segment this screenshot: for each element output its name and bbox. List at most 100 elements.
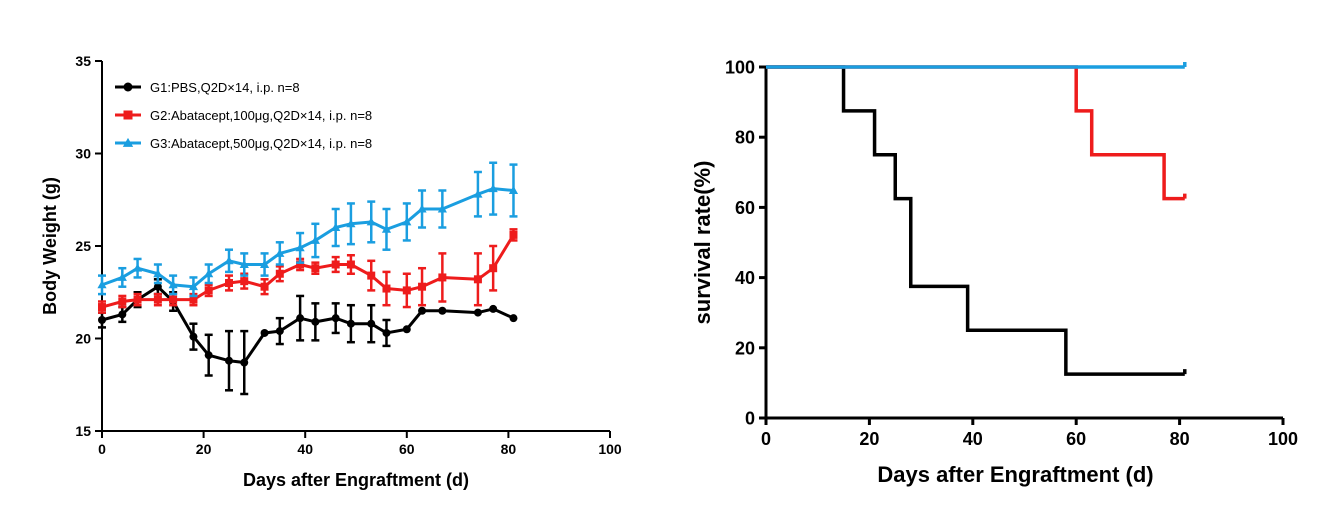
data-point-triangle xyxy=(437,204,447,213)
data-point-square xyxy=(367,271,376,280)
data-point-square xyxy=(225,279,233,287)
data-point-circle xyxy=(331,314,340,323)
data-point-square xyxy=(260,282,269,291)
x-tick-label: 0 xyxy=(98,441,106,457)
data-point-triangle xyxy=(97,280,107,289)
data-point-square xyxy=(473,275,482,284)
data-point-triangle xyxy=(346,219,356,228)
data-point-square xyxy=(123,110,133,120)
x-tick-label: 0 xyxy=(761,429,771,449)
data-point-square xyxy=(275,269,284,278)
y-axis-label: Body Weight (g) xyxy=(40,177,60,315)
data-point-square xyxy=(438,273,447,282)
data-point-triangle xyxy=(508,185,519,194)
x-tick-label: 20 xyxy=(196,441,212,457)
y-tick-label: 40 xyxy=(735,268,755,288)
survival-step-line xyxy=(766,65,1185,201)
data-point-circle xyxy=(438,306,447,315)
data-point-triangle xyxy=(188,282,199,291)
data-point-square xyxy=(169,295,178,304)
data-point-triangle xyxy=(488,184,498,193)
x-tick-label: 60 xyxy=(1066,429,1086,449)
data-point-square xyxy=(489,264,498,273)
x-axis-label: Days after Engraftment (d) xyxy=(243,470,469,490)
data-point-square xyxy=(509,230,518,239)
y-tick-label: 30 xyxy=(75,146,91,162)
data-point-triangle xyxy=(122,137,134,147)
data-point-circle xyxy=(123,82,133,92)
y-tick-label: 80 xyxy=(735,128,755,148)
y-tick-label: 15 xyxy=(75,423,91,439)
data-point-circle xyxy=(204,351,213,360)
data-point-circle xyxy=(296,314,305,323)
y-tick-label: 20 xyxy=(735,338,755,358)
data-point-triangle xyxy=(295,243,305,252)
data-point-square xyxy=(189,295,198,304)
data-point-circle xyxy=(311,317,320,326)
legend-label: G2:Abatacept,100μg,Q2D×14, i.p. n=8 xyxy=(150,108,372,123)
data-point-triangle xyxy=(204,269,214,278)
data-point-square xyxy=(98,303,106,312)
data-point-circle xyxy=(240,358,249,367)
data-point-square xyxy=(331,260,340,269)
legend-label: G3:Abatacept,500μg,Q2D×14, i.p. n=8 xyxy=(150,136,372,151)
x-tick-label: 100 xyxy=(1268,429,1298,449)
y-tick-label: 60 xyxy=(735,198,755,218)
data-point-triangle xyxy=(239,259,249,268)
x-tick-label: 20 xyxy=(859,429,879,449)
data-point-triangle xyxy=(117,272,127,281)
data-point-circle xyxy=(153,282,162,291)
data-point-circle xyxy=(418,306,427,315)
data-point-square xyxy=(346,260,355,269)
y-tick-label: 25 xyxy=(75,238,91,254)
data-point-square xyxy=(418,282,427,291)
survival-chart: 0 20 40 60 80 100 0 20 40 60 80 100 Days after Engra… xyxy=(690,57,1298,487)
data-point-circle xyxy=(489,304,498,313)
data-point-triangle xyxy=(310,235,320,244)
data-point-square xyxy=(118,297,127,306)
x-tick-label: 100 xyxy=(598,441,622,457)
series-line xyxy=(101,187,514,289)
x-tick-label: 40 xyxy=(963,429,983,449)
survival-step-line xyxy=(766,65,1185,376)
data-point-square xyxy=(240,277,249,286)
y-tick-label: 20 xyxy=(75,331,91,347)
data-point-triangle xyxy=(275,248,285,257)
data-point-circle xyxy=(473,308,482,317)
legend-label: G1:PBS,Q2D×14, i.p. n=8 xyxy=(150,80,300,95)
data-point-square xyxy=(382,284,391,293)
data-point-circle xyxy=(118,310,127,319)
data-point-triangle xyxy=(417,204,427,213)
data-point-circle xyxy=(275,327,284,336)
data-point-circle xyxy=(367,319,376,328)
data-point-triangle xyxy=(331,222,341,231)
body-weight-chart: 0 20 40 60 80 100 15 20 25 30 35 Days after Engraft… xyxy=(40,53,622,490)
data-point-circle xyxy=(225,356,233,365)
data-point-triangle xyxy=(402,217,412,226)
data-point-triangle xyxy=(168,280,178,289)
data-point-triangle xyxy=(153,269,163,278)
x-tick-label: 80 xyxy=(1170,429,1190,449)
x-axis-label: Days after Engraftment (d) xyxy=(877,462,1153,487)
data-point-circle xyxy=(382,328,391,337)
data-point-triangle xyxy=(381,224,392,233)
data-point-circle xyxy=(189,332,198,341)
y-axis-label: survival rate(%) xyxy=(690,161,715,325)
data-point-square xyxy=(153,295,162,304)
data-point-square xyxy=(402,286,411,295)
y-tick-label: 100 xyxy=(725,57,755,77)
data-point-circle xyxy=(509,314,518,323)
data-point-circle xyxy=(346,319,355,328)
data-point-square xyxy=(133,295,142,304)
x-tick-label: 80 xyxy=(501,441,517,457)
data-point-triangle xyxy=(224,256,234,265)
data-point-circle xyxy=(402,325,411,334)
data-point-triangle xyxy=(366,217,376,226)
data-point-square xyxy=(296,260,305,269)
y-tick-label: 35 xyxy=(75,53,91,69)
data-point-circle xyxy=(98,316,106,324)
x-tick-label: 60 xyxy=(399,441,415,457)
data-point-square xyxy=(311,264,320,273)
data-point-triangle xyxy=(473,189,483,198)
